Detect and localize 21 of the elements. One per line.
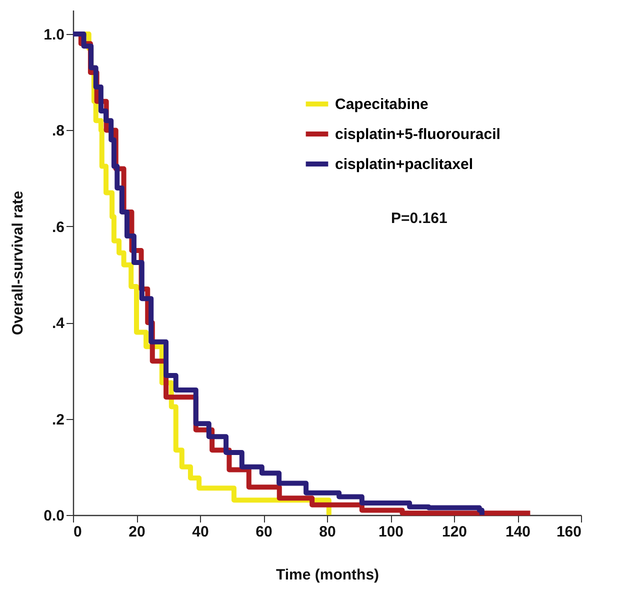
y-tick-label: 0.0 bbox=[44, 508, 64, 524]
x-tick-label: 0 bbox=[74, 524, 82, 540]
y-tick-label: .2 bbox=[52, 411, 64, 428]
x-tick-label: 100 bbox=[378, 524, 404, 540]
annotation: P=0.161 bbox=[391, 210, 448, 227]
y-axis-title: Overall-survival rate bbox=[10, 190, 27, 336]
legend-label: Capecitabine bbox=[335, 96, 428, 113]
x-tick-label: 60 bbox=[256, 524, 272, 540]
y-tick-label: .6 bbox=[52, 218, 64, 236]
x-tick-label: 40 bbox=[192, 524, 209, 540]
legend-label: cisplatin+paclitaxel bbox=[335, 156, 473, 173]
x-tick-label: 140 bbox=[505, 524, 531, 540]
y-tick-label: .4 bbox=[52, 315, 66, 332]
x-tick-label: 80 bbox=[319, 524, 336, 540]
x-tick-label: 120 bbox=[442, 524, 468, 540]
x-axis-title: Time (months) bbox=[276, 566, 380, 584]
x-tick-label: 20 bbox=[128, 524, 146, 540]
y-tick-label: 1.0 bbox=[44, 26, 64, 44]
x-tick-label: 160 bbox=[556, 524, 582, 540]
y-tick-label: .8 bbox=[52, 122, 64, 140]
legend-label: cisplatin+5-fluorouracil bbox=[335, 126, 500, 143]
